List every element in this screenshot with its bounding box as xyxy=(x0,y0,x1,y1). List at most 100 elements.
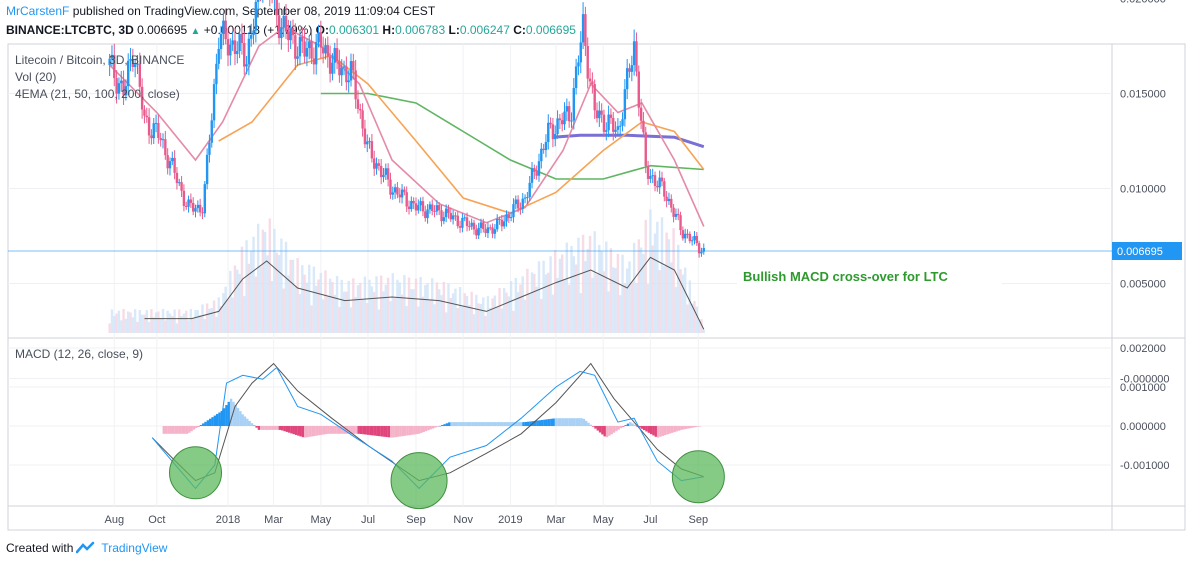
volume-bar xyxy=(551,294,555,333)
volume-bar xyxy=(133,309,137,333)
candle-body xyxy=(586,45,589,79)
volume-bar xyxy=(595,274,599,333)
histogram-bar xyxy=(661,426,664,436)
volume-bar xyxy=(579,293,582,333)
volume-bar xyxy=(240,246,244,333)
candle-body xyxy=(205,154,209,185)
candle-body xyxy=(368,141,371,143)
histogram-bar xyxy=(387,426,391,438)
histogram-bar xyxy=(197,426,200,427)
candle-body xyxy=(328,56,332,74)
volume-bar xyxy=(187,320,190,333)
candle-body xyxy=(697,243,701,254)
candle-body xyxy=(574,66,578,89)
up-arrow-icon: ▲ xyxy=(190,26,201,37)
volume-bar xyxy=(117,310,121,333)
tradingview-link[interactable]: TradingView xyxy=(101,541,168,555)
histogram-bar xyxy=(640,426,644,429)
histogram-bar xyxy=(202,423,205,426)
candle-body xyxy=(129,58,132,61)
histogram-bar xyxy=(188,426,191,433)
histogram-bar xyxy=(283,426,286,432)
histogram-bar xyxy=(234,404,237,426)
histogram-bar xyxy=(171,426,175,434)
volume-bar xyxy=(150,309,153,333)
volume-bar xyxy=(614,268,617,333)
candle-body xyxy=(693,235,696,241)
histogram-bar xyxy=(578,418,581,426)
candle-body xyxy=(681,230,685,239)
last-price-tag-text: 0.006695 xyxy=(1117,246,1163,258)
histogram-bar xyxy=(190,426,193,432)
volume-bar xyxy=(287,275,290,333)
price-tick-label: -0.000000 xyxy=(1120,374,1170,386)
candle-body xyxy=(688,233,692,241)
volume-bar xyxy=(131,317,135,333)
volume-bar xyxy=(674,287,678,333)
candle-body xyxy=(639,107,643,121)
candle-body xyxy=(563,111,566,125)
histogram-bar xyxy=(461,422,465,426)
volume-bar xyxy=(361,299,364,333)
candle-body xyxy=(451,215,455,220)
candle-body xyxy=(521,198,524,209)
histogram-bar xyxy=(364,426,367,435)
histogram-bar xyxy=(292,426,295,435)
histogram-bar xyxy=(638,426,641,428)
histogram-bar xyxy=(341,426,344,434)
volume-bar xyxy=(314,285,318,333)
candle-body xyxy=(110,54,114,59)
volume-bar xyxy=(547,272,550,333)
histogram-bar xyxy=(524,422,528,426)
candle-body xyxy=(461,218,464,228)
volume-bar xyxy=(352,278,355,333)
volume-bar xyxy=(690,303,694,333)
time-axis-ticks: Aug Oct 2018 Mar May Jul Sep Nov 2019 Mar May Jul Se… xyxy=(104,514,708,526)
histogram-bar xyxy=(406,426,409,436)
candle-body xyxy=(363,128,367,145)
volume-bar xyxy=(173,309,176,333)
candle-body xyxy=(196,204,200,209)
candle-body xyxy=(593,84,596,111)
candle-body xyxy=(646,165,650,179)
histogram-bar xyxy=(478,422,481,426)
candle-body xyxy=(314,42,318,65)
volume-bar xyxy=(602,271,606,333)
histogram-bar xyxy=(557,418,560,426)
candle-body xyxy=(370,141,374,159)
candle-body xyxy=(321,47,325,54)
histogram-bar xyxy=(403,426,407,436)
candle-body xyxy=(644,132,647,166)
histogram-bar xyxy=(508,422,511,426)
histogram-bar xyxy=(571,418,574,426)
volume-bar xyxy=(256,223,260,333)
time-tick-label: May xyxy=(593,514,614,526)
author-link[interactable]: MrCarstenF xyxy=(6,4,70,18)
candle-body xyxy=(157,123,160,138)
candle-body xyxy=(236,51,239,55)
histogram-bar xyxy=(694,426,697,428)
histogram-bar xyxy=(215,414,219,426)
volume-bar xyxy=(442,281,446,333)
volume-bar xyxy=(649,209,652,333)
volume-bar xyxy=(324,270,327,333)
candle-body xyxy=(403,189,406,193)
candle-body xyxy=(489,227,492,229)
volume-bar xyxy=(136,321,139,333)
histogram-bar xyxy=(271,426,275,430)
candle-body xyxy=(614,129,617,132)
candle-body xyxy=(178,182,181,184)
volume-bar xyxy=(238,274,241,333)
candlestick-series xyxy=(108,0,705,258)
candle-body xyxy=(556,118,559,134)
histogram-bar xyxy=(424,426,428,432)
candle-body xyxy=(442,217,446,222)
histogram-bar xyxy=(278,426,282,430)
price-axis-ticks: 0.0250000.0200000.0150000.0100000.005000… xyxy=(1120,0,1170,386)
histogram-bar xyxy=(422,426,425,433)
candle-body xyxy=(516,199,520,209)
candle-body xyxy=(217,48,220,64)
candle-body xyxy=(277,15,281,39)
histogram-bar xyxy=(436,426,439,427)
